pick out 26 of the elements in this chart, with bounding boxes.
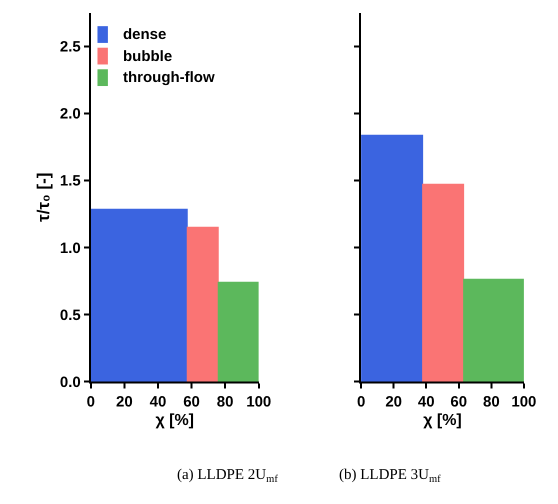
x-tick-label: 100 (246, 394, 272, 411)
x-axis-title: χ [%] (423, 412, 462, 429)
text: (a) LLDPE 2U$_{mf}$ (177, 467, 278, 486)
x-tick-label: 0 (356, 394, 366, 411)
y-axis-title: τ/τ₀ [-] (34, 172, 53, 222)
x-tick-label: 80 (216, 394, 234, 411)
x-tick-label: 20 (385, 394, 402, 411)
y-tick-label: 0.0 (60, 374, 81, 391)
legend-label: bubble (123, 48, 172, 65)
y-tick-label: 2.0 (60, 106, 81, 123)
y-tick-label: 1.0 (60, 240, 81, 257)
x-tick-label: 60 (450, 394, 468, 411)
legend-label: through-flow (123, 69, 215, 86)
x-tick-label: 60 (183, 394, 200, 411)
legend-label: dense (123, 26, 166, 43)
x-tick-label: 100 (511, 394, 536, 411)
x-tick-label: 0 (86, 394, 95, 411)
y-tick-label: 0.5 (60, 306, 81, 324)
y-tick-label: 1.5 (60, 172, 81, 190)
x-tick-label: 20 (116, 394, 133, 411)
x-tick-label: 40 (418, 394, 435, 411)
x-tick-label: 40 (150, 394, 166, 411)
y-tick-label: 2.5 (60, 38, 81, 56)
text: (b) LLDPE 3U$_{mf}$ (339, 467, 442, 486)
x-tick-label: 80 (482, 394, 500, 411)
x-axis-title: χ [%] (155, 412, 194, 429)
